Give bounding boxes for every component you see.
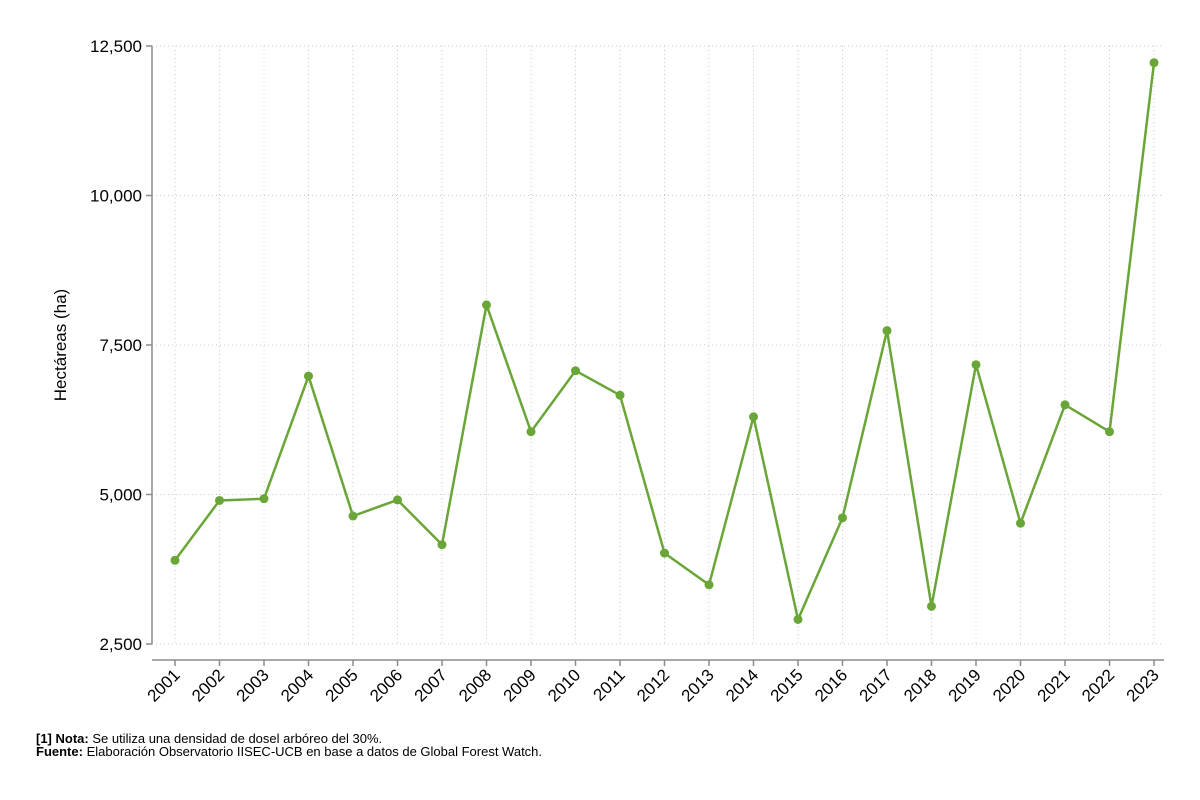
x-tick-label: 2006 xyxy=(366,665,406,705)
x-tick-label: 2004 xyxy=(277,665,317,705)
x-tick-label: 2017 xyxy=(856,665,896,705)
x-tick-label: 2010 xyxy=(544,665,584,705)
x-tick-label: 2002 xyxy=(188,665,228,705)
y-tick-label: 12,500 xyxy=(90,37,142,56)
line-chart: 2,500 5,000 7,500 10,000 12,500 2001 2002 2003… xyxy=(51,37,1164,706)
x-tick-label: 2003 xyxy=(233,665,273,705)
data-point xyxy=(170,555,180,565)
x-axis-ticks: 2001 2002 2003 2004 2005 2006 2007 2008 2009 2010… xyxy=(144,660,1163,706)
x-tick-label: 2005 xyxy=(322,665,362,705)
axes xyxy=(151,46,1164,661)
data-point xyxy=(304,371,313,381)
data-point xyxy=(571,366,580,376)
data-point xyxy=(1149,58,1159,68)
data-point xyxy=(749,412,758,422)
data-point xyxy=(259,494,269,504)
footnotes: [1] Nota: Se utiliza una densidad de dos… xyxy=(36,732,542,758)
data-point xyxy=(793,614,803,624)
data-point xyxy=(1016,518,1025,528)
data-point xyxy=(482,300,491,310)
x-tick-label: 2012 xyxy=(633,665,673,705)
data-point xyxy=(437,540,447,550)
x-tick-label: 2018 xyxy=(900,665,940,705)
x-tick-label: 2008 xyxy=(455,665,495,705)
x-tick-label: 2009 xyxy=(500,665,540,705)
y-tick-label: 2,500 xyxy=(99,635,142,654)
x-tick-label: 2013 xyxy=(678,665,718,705)
x-tick-label: 2020 xyxy=(989,665,1029,705)
x-tick-label: 2007 xyxy=(411,665,451,705)
x-tick-label: 2016 xyxy=(811,665,851,705)
data-point xyxy=(971,360,981,370)
data-point xyxy=(348,511,358,521)
source-line: Fuente: Elaboración Observatorio IISEC-U… xyxy=(36,745,542,758)
data-point xyxy=(1105,427,1114,437)
x-tick-label: 2001 xyxy=(144,665,184,705)
data-point xyxy=(927,601,936,611)
x-tick-label: 2022 xyxy=(1078,665,1118,705)
x-tick-label: 2023 xyxy=(1123,665,1163,705)
x-tick-label: 2021 xyxy=(1034,665,1074,705)
note-line: [1] Nota: Se utiliza una densidad de dos… xyxy=(36,732,542,745)
source-text: Elaboración Observatorio IISEC-UCB en ba… xyxy=(82,744,543,759)
source-label: Fuente: xyxy=(36,744,83,759)
data-point xyxy=(393,495,402,505)
note-text: Se utiliza una densidad de dosel arbóreo… xyxy=(88,731,383,746)
y-tick-label: 5,000 xyxy=(99,486,142,505)
data-point xyxy=(526,427,536,437)
y-axis-ticks: 2,500 5,000 7,500 10,000 12,500 xyxy=(90,37,152,654)
x-tick-label: 2019 xyxy=(945,665,985,705)
data-point xyxy=(615,390,625,400)
x-tick-label: 2011 xyxy=(590,665,629,704)
data-point xyxy=(704,580,714,590)
note-label: [1] Nota: xyxy=(36,731,89,746)
y-tick-label: 10,000 xyxy=(90,187,142,206)
y-axis-label: Hectáreas (ha) xyxy=(51,289,70,401)
data-point xyxy=(660,548,669,558)
grid-lines xyxy=(152,45,1164,645)
x-tick-label: 2015 xyxy=(767,665,807,705)
data-point xyxy=(882,326,892,336)
data-point xyxy=(215,495,224,505)
x-tick-label: 2014 xyxy=(722,665,762,705)
data-point xyxy=(838,513,847,523)
data-points xyxy=(170,58,1159,624)
y-tick-label: 7,500 xyxy=(99,336,142,355)
data-point xyxy=(1060,400,1070,410)
